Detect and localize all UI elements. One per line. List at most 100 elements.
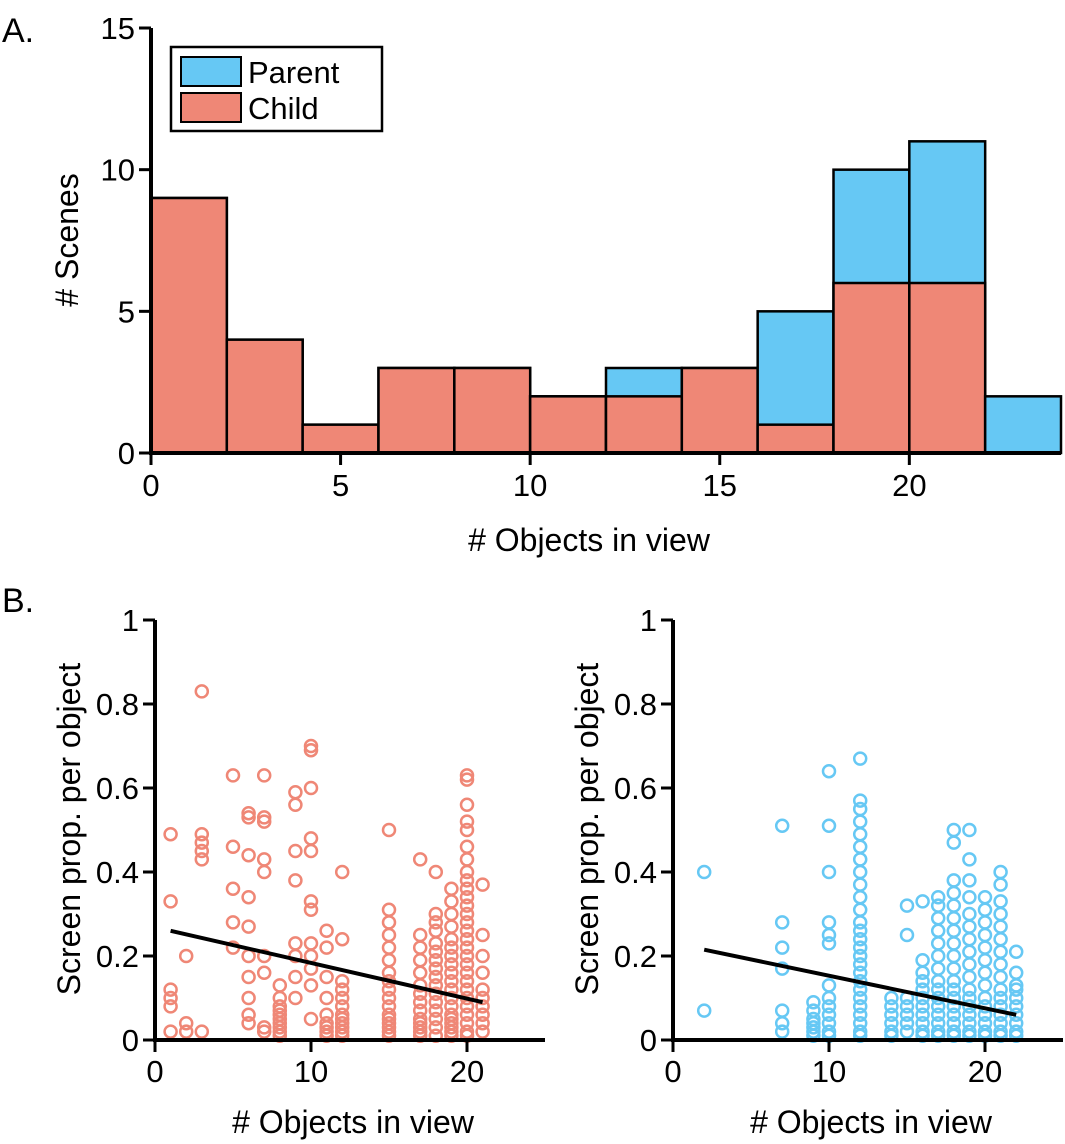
scatter-point-child bbox=[459, 881, 475, 897]
scatter-point-child bbox=[428, 944, 444, 960]
scatter-point-child bbox=[241, 805, 256, 821]
scatter-point-child bbox=[428, 961, 444, 976]
scatter-point-parent bbox=[852, 915, 868, 930]
scatter-point-child bbox=[459, 814, 475, 829]
scatter-point-parent bbox=[930, 1007, 946, 1023]
scatter-chart-parent: 00.20.40.60.810 10 20 # Objects in view Sc… bbox=[569, 603, 1063, 1140]
scatter-point-child bbox=[288, 843, 303, 859]
scatter-point-child bbox=[459, 906, 475, 922]
scatter-point-child bbox=[444, 957, 459, 972]
scatter-y-tick-label-child: 1 bbox=[122, 603, 139, 638]
scatter-point-child bbox=[225, 881, 241, 897]
scatter-point-parent bbox=[852, 923, 868, 939]
scatter-point-parent bbox=[852, 902, 868, 918]
scatter-point-parent bbox=[946, 1024, 962, 1039]
scatter-point-parent bbox=[993, 1024, 1008, 1039]
bar-child bbox=[301, 423, 380, 455]
scatter-point-child bbox=[288, 990, 303, 1006]
scatter-point-parent bbox=[946, 1007, 962, 1023]
scatter-point-parent bbox=[899, 898, 915, 913]
scatter-point-parent bbox=[821, 763, 837, 779]
scatter-point-child bbox=[303, 742, 319, 758]
scatter-point-child bbox=[256, 1024, 272, 1039]
scatter-point-parent bbox=[852, 940, 868, 955]
scatter-point-parent bbox=[977, 1024, 993, 1039]
scatter-point-parent bbox=[930, 961, 946, 976]
scatter-point-parent bbox=[930, 1024, 946, 1039]
scatter-point-child bbox=[444, 965, 459, 981]
scatter-child-y-axis-label: Screen prop. per object bbox=[51, 663, 87, 996]
scatter-point-parent bbox=[962, 889, 977, 905]
scatter-point-parent bbox=[977, 889, 993, 905]
scatter-point-parent bbox=[774, 818, 790, 834]
scatter-point-child bbox=[256, 810, 272, 825]
scatter-point-child bbox=[256, 864, 272, 880]
scatter-point-child bbox=[412, 1024, 428, 1039]
scatter-point-parent bbox=[993, 919, 1008, 934]
scatter-point-child bbox=[288, 784, 303, 800]
scatter-point-parent bbox=[993, 864, 1008, 880]
scatter-point-child bbox=[459, 940, 475, 955]
scatter-x-tick-label-child: 10 bbox=[294, 1054, 328, 1089]
scatter-chart-child: 00.20.40.60.810 10 20 # Objects in view Sc… bbox=[51, 603, 545, 1140]
histogram-y-tick-label: 15 bbox=[101, 11, 135, 46]
scatter-y-tick-label-child: 0.2 bbox=[96, 939, 139, 974]
scatter-point-parent bbox=[962, 852, 977, 867]
scatter-point-child bbox=[256, 852, 272, 867]
scatter-point-child bbox=[428, 906, 444, 922]
scatter-point-child bbox=[381, 1020, 397, 1035]
scatter-point-parent bbox=[821, 864, 837, 880]
scatter-point-parent bbox=[852, 877, 868, 892]
scatter-point-child bbox=[444, 973, 459, 989]
scatter-point-child bbox=[412, 940, 428, 955]
scatter-point-parent bbox=[852, 751, 868, 766]
scatter-point-child bbox=[475, 982, 490, 997]
scatter-point-child bbox=[412, 952, 428, 968]
scatter-point-parent bbox=[946, 822, 962, 838]
scatter-point-child bbox=[225, 768, 241, 783]
scatter-point-parent bbox=[962, 822, 977, 838]
scatter-point-parent bbox=[884, 1007, 899, 1023]
scatter-point-parent bbox=[1008, 999, 1024, 1014]
scatter-point-parent bbox=[946, 885, 962, 901]
scatter-point-parent bbox=[962, 931, 977, 947]
scatter-parent-y-axis-label: Screen prop. per object bbox=[569, 663, 605, 996]
scatter-point-child bbox=[163, 894, 178, 909]
scatter-point-child bbox=[444, 948, 459, 964]
scatter-point-parent bbox=[852, 1024, 868, 1039]
scatter-point-child bbox=[272, 1024, 288, 1039]
scatter-point-child bbox=[475, 990, 490, 1006]
scatter-point-parent bbox=[821, 1007, 837, 1023]
scatter-point-child bbox=[381, 990, 397, 1006]
scatter-point-child bbox=[381, 915, 397, 930]
scatter-point-parent bbox=[821, 915, 837, 930]
scatter-point-parent bbox=[946, 961, 962, 976]
scatter-point-parent bbox=[821, 936, 837, 951]
scatter-point-child bbox=[163, 1024, 178, 1039]
scatter-axes-child: 00.20.40.60.810 10 20 bbox=[96, 603, 545, 1089]
scatter-point-parent bbox=[774, 940, 790, 955]
histogram-y-tick-label: 10 bbox=[101, 153, 135, 188]
scatter-point-parent bbox=[915, 999, 930, 1014]
bar-child bbox=[149, 196, 229, 455]
scatter-point-parent bbox=[1008, 990, 1024, 1006]
scatter-point-parent bbox=[915, 1007, 930, 1023]
scatter-point-parent bbox=[774, 1024, 790, 1039]
scatter-point-parent bbox=[852, 814, 868, 829]
scatter-y-tick-label-parent: 0.6 bbox=[614, 771, 657, 806]
scatter-point-parent bbox=[993, 894, 1008, 909]
scatter-point-child bbox=[444, 931, 459, 947]
histogram-x-tick-label: 20 bbox=[892, 468, 926, 503]
scatter-point-child bbox=[319, 1024, 334, 1039]
bar-child bbox=[680, 366, 759, 455]
histogram-chart: 0 5 10 15 0 5 10 15 20 Parent Child # Objects in… bbox=[49, 11, 1063, 558]
scatter-point-parent bbox=[962, 957, 977, 972]
scatter-point-child bbox=[459, 973, 475, 989]
scatter-point-child bbox=[303, 780, 319, 796]
scatter-point-child bbox=[428, 969, 444, 985]
scatter-point-parent bbox=[884, 999, 899, 1014]
scatter-point-child bbox=[334, 990, 350, 1006]
scatter-point-child bbox=[241, 990, 256, 1006]
scatter-y-tick-label-parent: 0 bbox=[640, 1023, 657, 1058]
scatter-point-parent bbox=[930, 982, 946, 997]
